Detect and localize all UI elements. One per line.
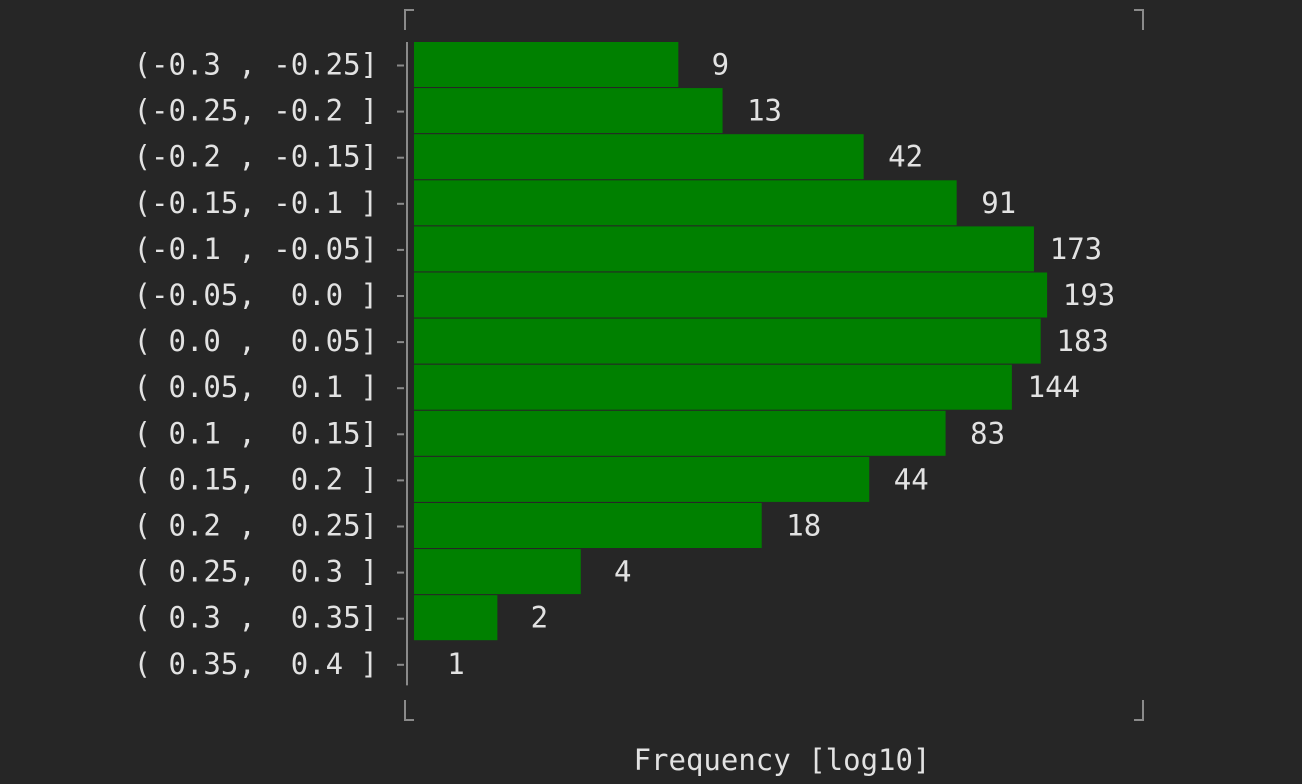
y-tick-label: ( 0.2 , 0.25] bbox=[134, 509, 378, 543]
value-label: 9 bbox=[712, 48, 729, 82]
histogram-bar bbox=[414, 410, 946, 456]
y-tick-label: (-0.2 , -0.15] bbox=[134, 140, 378, 174]
y-tick-label: ( 0.0 , 0.05] bbox=[134, 324, 378, 358]
y-tick-label: ( 0.05, 0.1 ] bbox=[134, 370, 378, 404]
histogram-bar bbox=[414, 595, 498, 641]
value-label: 1 bbox=[447, 647, 464, 681]
histogram-bar bbox=[414, 226, 1034, 272]
histogram-bar bbox=[414, 318, 1041, 364]
histogram-bar bbox=[414, 180, 957, 226]
y-tick-label: ( 0.15, 0.2 ] bbox=[134, 462, 378, 496]
frame-corner-bottom-right bbox=[1134, 700, 1144, 721]
histogram-bar bbox=[414, 503, 762, 548]
histogram-bar bbox=[414, 272, 1048, 318]
frame-corner-top-left bbox=[404, 9, 414, 30]
value-label: 193 bbox=[1063, 278, 1115, 312]
value-label: 13 bbox=[747, 94, 782, 128]
y-tick-label: (-0.25, -0.2 ] bbox=[134, 94, 378, 128]
value-label: 44 bbox=[894, 462, 929, 496]
y-tick-label: ( 0.25, 0.3 ] bbox=[134, 555, 378, 589]
frame-corner-top-right bbox=[1134, 9, 1144, 30]
value-label: 183 bbox=[1057, 324, 1109, 358]
y-tick-label: (-0.15, -0.1 ] bbox=[134, 186, 378, 220]
value-label: 173 bbox=[1050, 232, 1102, 266]
y-tick-label: ( 0.1 , 0.15] bbox=[134, 416, 378, 450]
x-axis-title: Frequency [log10] bbox=[634, 743, 931, 777]
frame-corner-bottom-left bbox=[404, 700, 414, 721]
value-label: 4 bbox=[614, 555, 631, 589]
histogram-bar bbox=[414, 88, 723, 134]
y-ticks-group: (-0.3 , -0.25] (-0.25, -0.2 ] (-0.2 , -0.1… bbox=[134, 48, 404, 681]
histogram-bar bbox=[414, 364, 1012, 410]
histogram-bar bbox=[414, 42, 679, 87]
y-tick-label: (-0.1 , -0.05] bbox=[134, 232, 378, 266]
histogram-bar bbox=[414, 134, 864, 180]
y-tick-label: (-0.05, 0.0 ] bbox=[134, 278, 378, 312]
value-label: 2 bbox=[531, 601, 548, 635]
y-tick-label: (-0.3 , -0.25] bbox=[134, 48, 378, 82]
value-label: 42 bbox=[888, 140, 923, 174]
histogram-bar bbox=[414, 549, 581, 595]
y-tick-label: ( 0.35, 0.4 ] bbox=[134, 647, 378, 681]
plot-frame bbox=[404, 9, 1144, 721]
bars-group bbox=[414, 42, 1048, 641]
histogram-bar bbox=[414, 456, 870, 502]
value-label: 91 bbox=[981, 186, 1016, 220]
value-label: 144 bbox=[1028, 370, 1080, 404]
y-tick-label: ( 0.3 , 0.35] bbox=[134, 601, 378, 635]
value-label: 18 bbox=[786, 509, 821, 543]
value-label: 83 bbox=[970, 416, 1005, 450]
